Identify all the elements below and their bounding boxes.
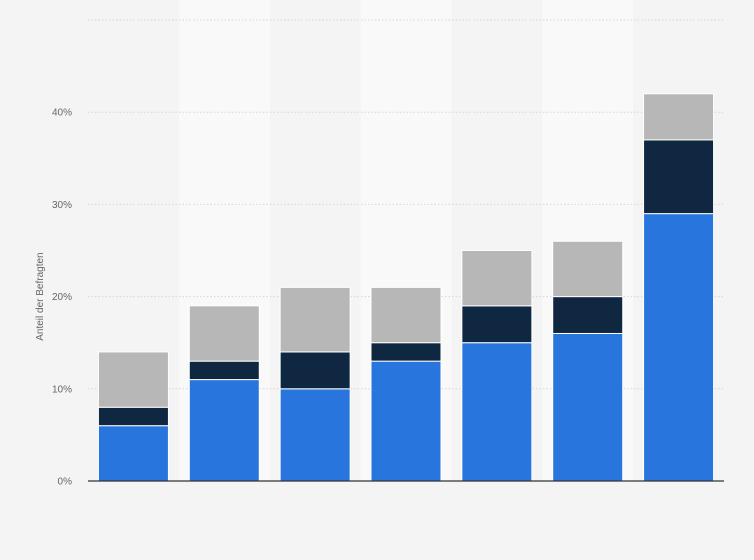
bar-segment-series-1[interactable]: [279, 388, 351, 482]
bar-segment-series-3[interactable]: [370, 286, 442, 344]
y-tick-label: 0%: [58, 477, 73, 488]
bar-segment-series-3[interactable]: [188, 305, 260, 362]
bar-segment-series-2[interactable]: [279, 351, 351, 390]
bar-segment-series-1[interactable]: [643, 213, 715, 482]
bar-segment-series-3[interactable]: [461, 250, 533, 307]
y-tick-label: 40%: [52, 108, 72, 119]
bar-segment-series-2[interactable]: [188, 360, 260, 381]
band-layer: [178, 0, 634, 481]
y-axis-title: Anteil der Befragten: [35, 252, 46, 340]
bar-segment-series-1[interactable]: [97, 425, 169, 482]
bar-segment-series-3[interactable]: [279, 286, 351, 353]
y-tick-label: 20%: [52, 292, 72, 303]
y-tick-label: 30%: [52, 200, 72, 211]
bar-segment-series-2[interactable]: [97, 406, 169, 427]
bar-segment-series-2[interactable]: [643, 139, 715, 215]
bar-segment-series-2[interactable]: [552, 296, 624, 334]
bar-segment-series-1[interactable]: [188, 379, 260, 482]
bar-segment-series-3[interactable]: [97, 351, 169, 408]
y-axis-ticks: 0% 10% 20% 30% 40%: [52, 108, 72, 488]
bars-layer: [97, 93, 715, 482]
bar-segment-series-1[interactable]: [370, 360, 442, 482]
bar-segment-series-3[interactable]: [552, 240, 624, 298]
bar-segment-series-1[interactable]: [461, 342, 533, 482]
bar-segment-series-2[interactable]: [461, 305, 533, 344]
bar-segment-series-2[interactable]: [370, 342, 442, 362]
bar-segment-series-1[interactable]: [552, 332, 624, 482]
bar-segment-series-3[interactable]: [643, 93, 715, 141]
y-tick-label: 10%: [52, 384, 72, 395]
